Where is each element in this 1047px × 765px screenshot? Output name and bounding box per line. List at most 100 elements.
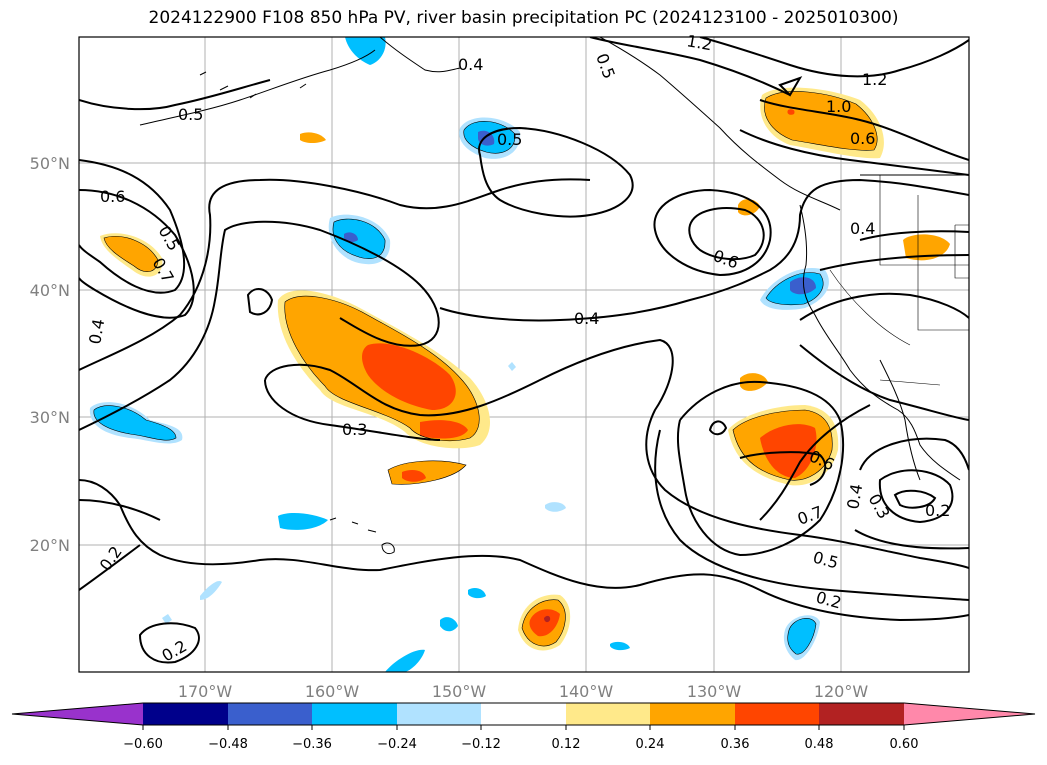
- lat-label-30n: 30°N: [30, 408, 70, 427]
- contour-label: 0.4: [85, 317, 108, 345]
- lat-axis: 50°N 40°N 30°N 20°N: [30, 154, 70, 555]
- precip-outline: [732, 409, 833, 481]
- precip-outline: [387, 460, 467, 485]
- lon-label-130w: 130°W: [687, 682, 742, 701]
- colorbar: −0.60 −0.48 −0.36 −0.24 −0.12 0.12 0.24 …: [11, 702, 1036, 752]
- precip-region: [162, 614, 172, 624]
- contour-line: [708, 420, 728, 436]
- precip-outline: [765, 272, 824, 306]
- contour-line: [79, 220, 440, 431]
- colorbar-bin: [228, 703, 312, 725]
- precip-region: [787, 109, 795, 115]
- precip-outline: [463, 120, 516, 154]
- bc-coast: [599, 37, 841, 211]
- colorbar-tick-label: −0.24: [377, 737, 417, 752]
- precip-region: [764, 91, 878, 151]
- map-content: [79, 37, 969, 672]
- contour-line: [79, 544, 141, 591]
- colorbar-bin: [143, 703, 228, 725]
- lon-label-160w: 160°W: [305, 682, 360, 701]
- precip-outline: [332, 218, 386, 259]
- precip-region: [200, 580, 222, 600]
- contour-line: [859, 230, 969, 241]
- precip-region: [278, 513, 328, 530]
- precip-region: [545, 502, 566, 512]
- contour-line: [778, 76, 803, 97]
- contour-label: 0.3: [342, 420, 367, 439]
- precip-outline: [764, 91, 878, 151]
- contour-label: 0.6: [100, 187, 125, 206]
- precip-region: [93, 405, 176, 441]
- colorbar-tick-label: 0.24: [636, 737, 665, 752]
- precip-region: [760, 424, 817, 478]
- colorbar-bin: [735, 703, 819, 725]
- precip-region: [332, 219, 386, 259]
- contour-label: 1.2: [862, 70, 887, 89]
- aleutian-coast: [139, 49, 376, 126]
- precip-region: [529, 609, 560, 637]
- contour-label: 0.2: [925, 501, 950, 520]
- precip-outline: [521, 599, 566, 647]
- precip-region: [345, 37, 386, 65]
- contour-line: [739, 129, 969, 176]
- contour-line: [439, 178, 969, 322]
- us-west-coast: [799, 204, 961, 481]
- mexico-border: [879, 379, 941, 386]
- colorbar-tick-label: 0.12: [552, 737, 581, 752]
- contour-line: [654, 429, 969, 601]
- contour-line: [854, 529, 969, 550]
- colorbar-tick-label: −0.36: [292, 737, 332, 752]
- contour-line: [138, 622, 200, 664]
- lon-label-150w: 150°W: [432, 682, 487, 701]
- state-border: [879, 175, 969, 266]
- contour-line: [859, 437, 969, 471]
- contour-line: [79, 178, 591, 371]
- pv-contours: [79, 37, 969, 664]
- state-border: [917, 195, 969, 331]
- colorbar-tick-label: 0.60: [890, 737, 919, 752]
- precip-region: [468, 588, 486, 599]
- contour-line: [676, 380, 845, 557]
- contour-label: 1.2: [685, 31, 713, 54]
- precip-region: [544, 615, 551, 623]
- colorbar-bin: [566, 703, 650, 725]
- lon-axis: 170°W 160°W 150°W 140°W 130°W 120°W: [178, 682, 869, 701]
- state-border: [954, 224, 969, 279]
- contour-line: [79, 189, 195, 319]
- hawaii-islands: [329, 517, 395, 555]
- lon-label-140w: 140°W: [559, 682, 614, 701]
- contour-line: [819, 254, 969, 271]
- colorbar-tick-label: 0.48: [805, 737, 834, 752]
- contour-line: [478, 126, 634, 218]
- contour-line: [264, 379, 441, 441]
- contour-line: [246, 288, 274, 316]
- precip-region: [508, 362, 516, 371]
- colorbar-bin: [650, 703, 735, 725]
- precip-outline: [103, 235, 159, 272]
- coastlines: [139, 37, 969, 555]
- colorbar-tick-label: 0.36: [721, 737, 750, 752]
- small-islands: [199, 71, 307, 99]
- precip-region: [300, 132, 326, 143]
- precip-outline: [284, 295, 480, 442]
- precip-shading: [89, 37, 950, 672]
- colorbar-bin: [312, 703, 397, 725]
- lat-label-50n: 50°N: [30, 154, 70, 173]
- contour-label: 0.4: [850, 219, 875, 238]
- colorbar-bin: [397, 703, 481, 725]
- colorbar-extend-low: [12, 703, 143, 725]
- contour-label: 0.4: [574, 309, 599, 328]
- contour-line: [878, 469, 954, 524]
- contour-line: [79, 479, 969, 622]
- colorbar-tick-label: −0.60: [123, 737, 163, 752]
- contour-label: 0.4: [843, 482, 866, 510]
- contour-label: 0.5: [497, 130, 522, 149]
- precip-region: [440, 617, 458, 632]
- precip-region: [385, 649, 425, 672]
- precip-region: [402, 470, 426, 482]
- precip-region: [610, 641, 630, 651]
- contour-line: [589, 37, 791, 96]
- precip-region: [362, 343, 456, 410]
- colorbar-tick-label: −0.48: [208, 737, 248, 752]
